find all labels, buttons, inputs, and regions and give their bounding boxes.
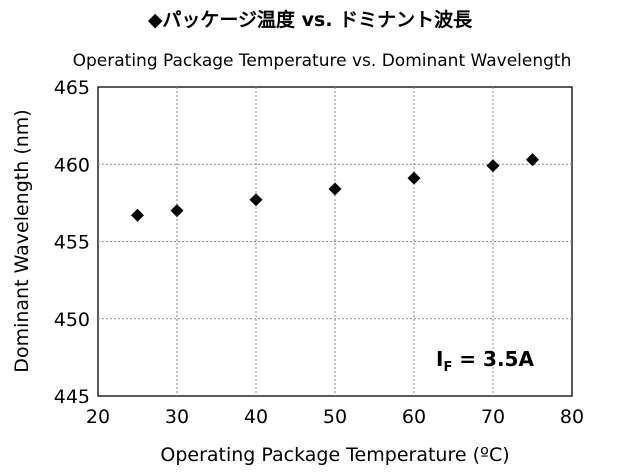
y-tick-labels: 445 450 455 460 465: [54, 77, 90, 408]
x-tick-label: 50: [323, 406, 347, 428]
annotation-sub: F: [443, 360, 452, 375]
x-tick-label: 60: [402, 406, 426, 428]
y-tick-label: 445: [54, 386, 90, 408]
x-tick-label: 30: [165, 406, 189, 428]
y-axis-label: Dominant Wavelength (nm): [11, 109, 33, 372]
data-points: [131, 153, 539, 222]
x-tick-labels: 20 30 40 50 60 70 80: [86, 406, 584, 428]
data-point-diamond: [486, 159, 500, 173]
x-tick-label: 80: [560, 406, 584, 428]
y-tick-label: 450: [54, 309, 90, 331]
data-point-diamond: [526, 153, 539, 167]
annotation-rest: = 3.5A: [452, 347, 534, 371]
annotation-if: IF = 3.5A: [436, 347, 534, 375]
data-point-diamond: [131, 208, 144, 222]
x-axis-label: Operating Package Temperature (ºC): [160, 444, 509, 466]
chart-subtitle: Operating Package Temperature vs. Domina…: [73, 51, 572, 71]
x-tick-label: 40: [244, 406, 268, 428]
annotation-main: I: [436, 347, 443, 371]
y-tick-label: 455: [54, 232, 90, 254]
x-tick-label: 70: [481, 406, 505, 428]
x-tick-label: 20: [86, 406, 110, 428]
grid-lines: [98, 87, 572, 396]
data-point-diamond: [170, 204, 184, 218]
y-tick-label: 460: [54, 154, 90, 176]
chart-title: ◆パッケージ温度 vs. ドミナント波長: [148, 8, 473, 31]
data-point-diamond: [249, 193, 263, 207]
y-tick-label: 465: [54, 77, 90, 99]
data-point-diamond: [407, 171, 421, 185]
data-point-diamond: [328, 182, 342, 196]
